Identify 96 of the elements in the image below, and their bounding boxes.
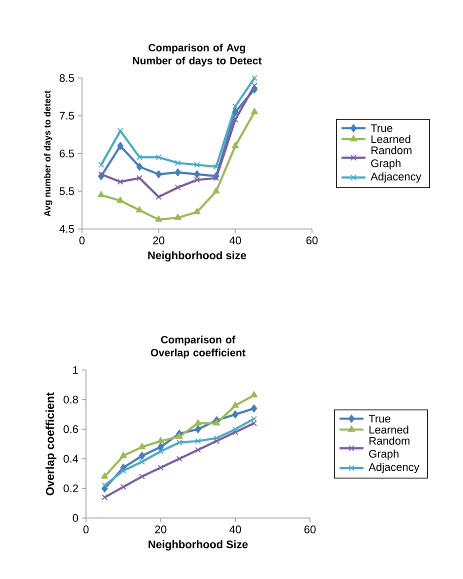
legend-label: True xyxy=(368,414,390,423)
point xyxy=(117,142,124,150)
point xyxy=(250,404,258,412)
point xyxy=(174,184,181,190)
point xyxy=(101,472,108,479)
x-tick-label: 60 xyxy=(306,236,318,244)
point xyxy=(232,142,239,148)
point xyxy=(139,458,145,465)
point xyxy=(102,494,108,500)
point xyxy=(176,440,182,446)
x-tick-label: 0 xyxy=(79,236,85,244)
x-tick-label: 0 xyxy=(83,526,89,534)
point xyxy=(174,160,181,166)
point xyxy=(213,175,220,182)
point xyxy=(232,426,238,432)
point xyxy=(117,178,124,185)
point xyxy=(157,437,164,444)
y-tick-label: 0.8 xyxy=(64,396,78,404)
point xyxy=(213,164,220,170)
legend-label: Random Graph xyxy=(371,146,412,170)
point xyxy=(213,419,220,426)
chart-title: Comparison of Overlap coefficient xyxy=(150,336,246,358)
y-tick-label: 0.6 xyxy=(64,425,78,434)
point xyxy=(155,216,162,222)
chart-title: Comparison of Avg Number of days to Detect xyxy=(132,44,262,66)
point xyxy=(194,162,200,168)
point xyxy=(195,438,201,444)
point xyxy=(252,75,258,81)
x-tick-label: 40 xyxy=(229,526,241,534)
point xyxy=(136,206,144,212)
line-series xyxy=(98,75,258,170)
point xyxy=(116,196,124,203)
x-axis-title: Neighborhood size xyxy=(148,251,246,262)
point xyxy=(251,420,257,426)
legend-label: Adjacency xyxy=(368,462,420,474)
y-tick-label: 4.5 xyxy=(59,225,74,233)
y-axis-title: Overlap coefficient xyxy=(46,392,56,496)
point xyxy=(120,484,126,490)
point xyxy=(174,168,181,176)
point xyxy=(158,448,164,454)
point xyxy=(232,116,238,123)
x-tick-label: 60 xyxy=(304,526,316,534)
point xyxy=(194,425,202,434)
point xyxy=(176,432,183,439)
legend-label: Random Graph xyxy=(369,436,410,460)
y-tick-label: 8.5 xyxy=(60,74,74,82)
point xyxy=(136,154,142,160)
point xyxy=(194,170,200,178)
point xyxy=(102,482,108,488)
point xyxy=(194,176,200,183)
point xyxy=(212,187,220,194)
point xyxy=(251,416,257,422)
y-axis-title: Avg number of days to detect xyxy=(44,90,52,216)
point xyxy=(158,464,164,471)
point xyxy=(136,175,142,182)
legend-label: True xyxy=(370,124,392,132)
point xyxy=(98,162,104,168)
x-tick-label: 20 xyxy=(155,526,166,534)
x-axis-title: Neighborhood Size xyxy=(148,540,248,550)
x-tick-label: 20 xyxy=(153,236,164,244)
point xyxy=(250,391,258,398)
point xyxy=(194,419,202,426)
point xyxy=(232,103,238,110)
point xyxy=(174,214,182,220)
point xyxy=(156,170,162,178)
point xyxy=(176,456,182,462)
point xyxy=(250,108,258,114)
point xyxy=(195,446,201,453)
y-tick-label: 0.2 xyxy=(64,484,78,492)
point xyxy=(138,442,146,450)
x-tick-label: 40 xyxy=(229,236,242,244)
point xyxy=(98,191,105,198)
y-tick-label: 7.5 xyxy=(60,112,74,120)
point xyxy=(138,452,146,460)
point xyxy=(232,410,238,418)
point xyxy=(158,442,164,451)
legend-label: Learned xyxy=(372,135,410,144)
y-tick-label: 5.5 xyxy=(60,187,74,196)
legend-label: Adjacency xyxy=(370,172,422,183)
point xyxy=(117,128,124,134)
point xyxy=(156,154,162,160)
y-tick-label: 1 xyxy=(73,366,78,374)
point xyxy=(120,468,126,474)
point xyxy=(232,402,239,408)
point xyxy=(232,108,238,116)
point xyxy=(252,82,258,89)
point xyxy=(139,474,145,480)
point xyxy=(98,171,104,178)
y-tick-label: 0 xyxy=(72,514,78,522)
point xyxy=(120,452,127,458)
y-tick-label: 0.4 xyxy=(64,454,78,463)
point xyxy=(214,435,220,442)
y-tick-label: 6.5 xyxy=(60,150,74,158)
point xyxy=(193,208,201,214)
point xyxy=(136,162,143,171)
legend-label: Learned xyxy=(370,426,408,434)
